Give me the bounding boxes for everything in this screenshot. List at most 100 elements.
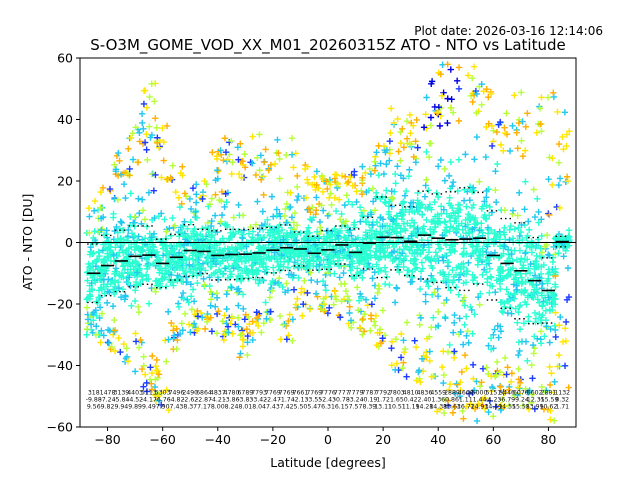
data-point [422, 255, 429, 262]
data-point [255, 280, 262, 287]
data-point [367, 170, 375, 178]
data-point [186, 261, 193, 268]
data-point [462, 151, 469, 158]
data-point [111, 195, 118, 203]
data-point [383, 161, 390, 168]
data-point [379, 235, 386, 242]
data-point [290, 272, 297, 279]
data-point [148, 171, 156, 178]
data-point [406, 166, 413, 173]
data-point [482, 153, 490, 161]
data-point [247, 223, 254, 231]
data-point [290, 164, 297, 171]
data-point [547, 416, 554, 423]
bin-std-label: 7.57 [349, 404, 363, 411]
data-point [359, 331, 366, 338]
data-point [126, 221, 134, 229]
data-point [193, 181, 200, 188]
data-point [362, 296, 370, 303]
data-point [139, 276, 146, 284]
data-point [99, 213, 107, 221]
data-point [154, 139, 161, 147]
data-point [241, 265, 249, 272]
data-point [300, 300, 307, 308]
data-point [515, 351, 522, 359]
data-point [389, 240, 396, 248]
data-point [412, 159, 420, 166]
data-point [373, 149, 380, 156]
data-point [537, 328, 545, 335]
data-point [275, 229, 283, 237]
data-point [105, 339, 113, 347]
data-point [374, 289, 381, 297]
data-point [423, 94, 430, 101]
data-point [461, 321, 468, 328]
data-point [228, 137, 235, 145]
data-point [393, 360, 401, 367]
data-point [239, 212, 247, 219]
data-point [200, 275, 207, 282]
data-point [289, 337, 296, 345]
data-point [313, 181, 320, 189]
data-point [438, 92, 446, 100]
data-point [269, 277, 276, 285]
data-point [118, 258, 126, 266]
data-point [110, 210, 117, 218]
bin-std-label: 1.71 [555, 404, 569, 411]
data-point [224, 156, 231, 163]
data-point [377, 160, 384, 167]
data-point [562, 318, 570, 326]
data-point [411, 219, 418, 226]
data-point [453, 264, 460, 271]
data-point [359, 174, 366, 182]
data-point [326, 211, 333, 218]
data-point [242, 311, 250, 319]
data-point [399, 125, 406, 133]
data-point [158, 210, 165, 217]
data-point [187, 218, 194, 226]
data-point [223, 290, 230, 298]
data-point [444, 119, 451, 127]
data-point [208, 328, 216, 335]
data-point [146, 93, 153, 101]
data-point [282, 247, 290, 255]
data-point [492, 288, 499, 296]
data-point [353, 198, 360, 206]
data-point [311, 248, 318, 256]
data-point [131, 223, 138, 230]
data-point [260, 173, 267, 180]
data-point [460, 415, 467, 422]
data-point [239, 336, 247, 343]
data-point [276, 155, 283, 163]
data-point [388, 362, 395, 369]
bin-mean-label: 1.72 [376, 397, 390, 404]
data-point [455, 291, 462, 298]
data-point [162, 337, 169, 344]
y-tick-label: 60 [57, 51, 73, 66]
data-point [271, 233, 279, 241]
data-point [483, 123, 490, 131]
data-point [147, 364, 154, 371]
data-point [118, 219, 125, 226]
data-point [253, 309, 260, 316]
data-point [212, 177, 219, 184]
data-point [185, 321, 193, 328]
data-point [345, 320, 352, 327]
data-point [447, 66, 455, 73]
data-point [379, 335, 386, 342]
data-point [467, 400, 474, 408]
data-point [335, 196, 343, 203]
data-point [432, 249, 439, 256]
data-point [515, 189, 523, 196]
data-point [457, 386, 464, 394]
data-point [430, 314, 437, 321]
data-point [98, 266, 105, 273]
data-point [446, 386, 453, 394]
data-point [259, 208, 267, 215]
data-point [561, 109, 569, 116]
data-point [285, 317, 292, 325]
data-point [434, 285, 441, 292]
data-point [395, 148, 402, 155]
data-point [433, 189, 440, 197]
data-point [428, 206, 435, 213]
